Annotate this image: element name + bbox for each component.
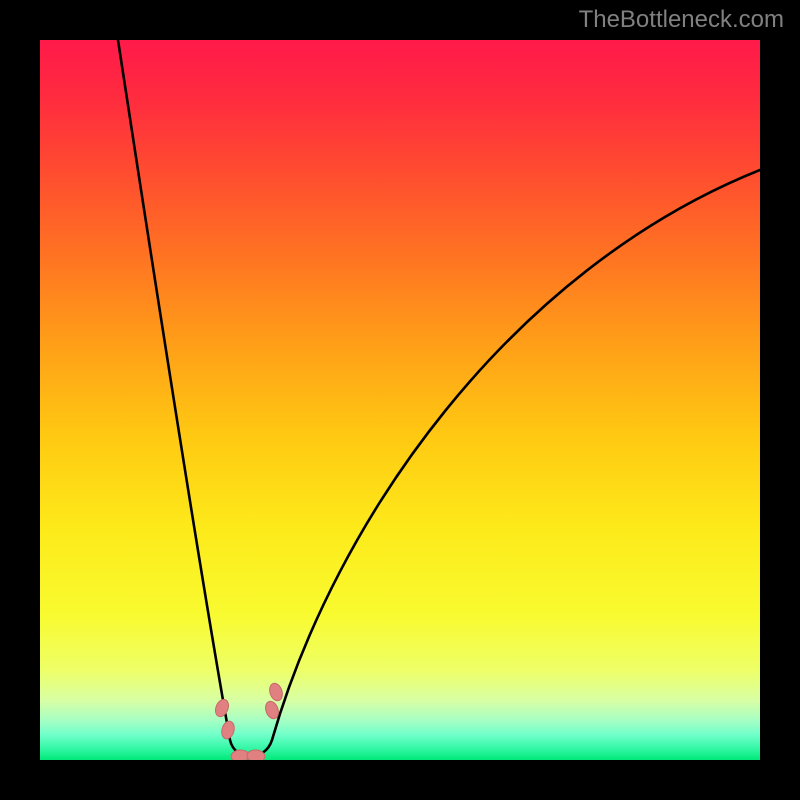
- chart-frame: TheBottleneck.com: [0, 0, 800, 800]
- watermark-text: TheBottleneck.com: [579, 6, 784, 34]
- chart-svg: [40, 40, 760, 760]
- chart-background: [40, 40, 760, 760]
- chart-plot: [40, 40, 760, 760]
